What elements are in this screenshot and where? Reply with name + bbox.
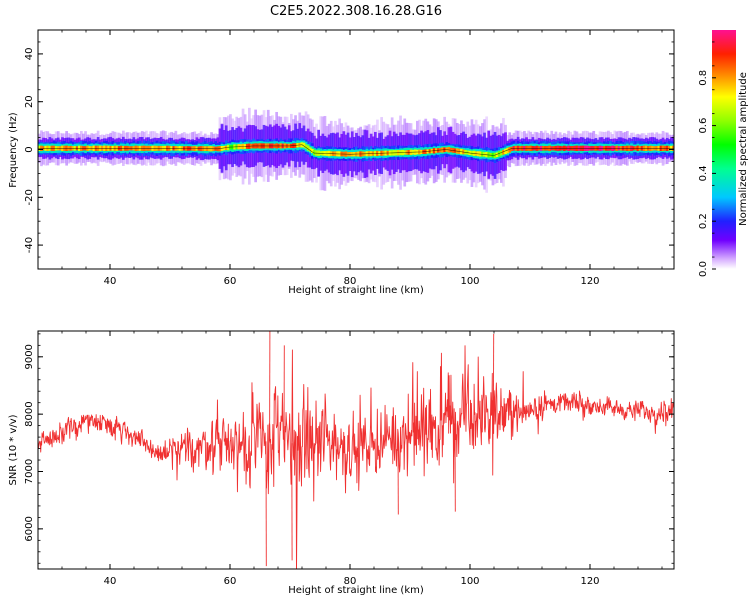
spectrogram-cell: [510, 146, 514, 152]
x-tick-label: 40: [104, 276, 117, 287]
x-tick-label: 100: [460, 276, 479, 287]
colorbar-label: Normalized spectral amplitude: [738, 72, 749, 226]
snr-x-ticks: 40 60 80 100 120: [37, 331, 663, 587]
spectrogram-ridge: [38, 107, 674, 193]
spectrogram-cell: [495, 152, 499, 158]
colorbar-tick-label: 0.2: [698, 213, 709, 229]
spectrogram-cell: [504, 148, 507, 155]
y-tick-label: 20: [24, 95, 35, 108]
x-tick-label: 40: [104, 576, 117, 587]
spectrogram-cell: [311, 148, 314, 154]
spectrogram-x-ticks: 40 60 80 100 120: [37, 30, 663, 287]
spectrogram-cell: [302, 142, 306, 148]
snr-series: [38, 331, 674, 569]
figure-title: C2E5.2022.308.16.28.G16: [270, 4, 442, 19]
spectrogram-x-label: Height of straight line (km): [288, 285, 424, 296]
frequency-track-line: [38, 144, 674, 156]
x-tick-label: 120: [580, 276, 599, 287]
x-tick-label: 60: [224, 276, 237, 287]
x-tick-label: 60: [224, 576, 237, 587]
colorbar-tick-label: 0.6: [698, 118, 709, 134]
snr-x-label: Height of straight line (km): [288, 585, 424, 596]
spectrogram-cell: [308, 147, 312, 152]
spectrogram-panel: 40 60 80 100 120 -40 -20 0 20 40 Height of strai…: [8, 29, 675, 296]
colorbar-tick-label: 0.8: [698, 70, 709, 86]
snr-line: [38, 345, 674, 569]
spectrogram-cell: [304, 144, 308, 149]
y-tick-label: -20: [24, 189, 35, 205]
y-tick-label: 6000: [24, 516, 35, 541]
colorbar-gradient: [712, 30, 736, 269]
x-tick-label: 80: [344, 576, 357, 587]
y-tick-label: 8000: [24, 401, 35, 426]
snr-y-ticks: 6000 7000 8000 9000: [24, 333, 674, 564]
spectrogram-cell: [502, 149, 505, 155]
spectrogram-cell: [506, 147, 509, 154]
y-tick-label: 40: [24, 48, 35, 61]
snr-frame: [37, 330, 675, 570]
spectrogram-cell: [313, 149, 316, 156]
snr-panel: 40 60 80 100 120 6000 7000 8000 9000 Height of …: [8, 330, 675, 596]
spectrogram-cell: [500, 150, 503, 156]
y-tick-label: 7000: [24, 459, 35, 484]
y-tick-label: 0: [24, 146, 35, 152]
colorbar: 0.0 0.2 0.4 0.6 0.8 Normalized spectral ampl…: [698, 30, 749, 277]
spectrogram-cell: [493, 152, 497, 159]
x-tick-label: 100: [460, 576, 479, 587]
y-tick-label: 9000: [24, 344, 35, 369]
colorbar-tick-label: 0.0: [698, 261, 709, 277]
snr-y-label: SNR (10 * v/v): [8, 414, 19, 485]
x-tick-label: 120: [580, 576, 599, 587]
colorbar-ticks: 0.0 0.2 0.4 0.6 0.8: [698, 41, 716, 277]
spectrogram-y-ticks: -40 -20 0 20 40: [24, 29, 674, 270]
spectrogram-cell: [497, 151, 501, 157]
colorbar-tick-label: 0.4: [698, 165, 709, 181]
spectrogram-cell: [508, 147, 512, 153]
spectrogram-y-label: Frequency (Hz): [8, 112, 19, 188]
x-tick-label: 80: [344, 276, 357, 287]
spectrogram-cell: [306, 145, 310, 151]
y-tick-label: -40: [24, 237, 35, 253]
